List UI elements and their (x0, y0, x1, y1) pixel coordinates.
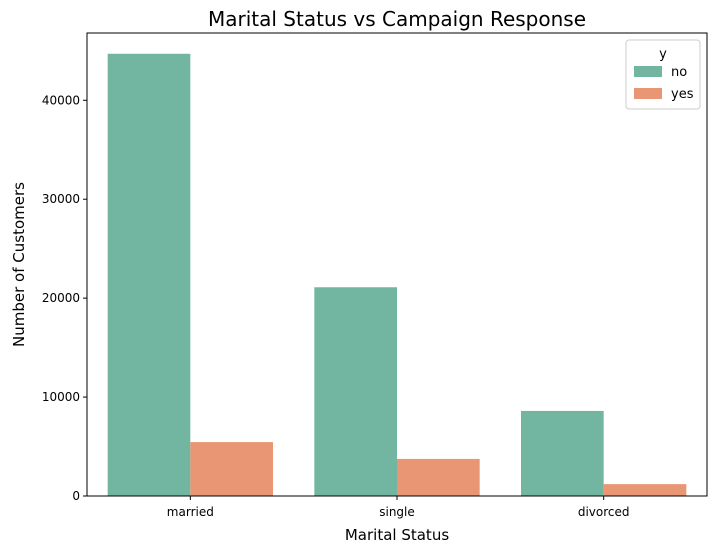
bar-divorced-no (521, 410, 604, 496)
y-tick-label: 20000 (42, 291, 80, 305)
bar-married-no (107, 53, 191, 497)
y-tick-label: 30000 (42, 192, 80, 206)
y-tick-label: 10000 (42, 390, 80, 404)
legend-label-yes: yes (671, 87, 694, 102)
legend-swatch-no (634, 66, 662, 77)
y-tick-label: 40000 (42, 93, 80, 107)
chart-title: Marital Status vs Campaign Response (208, 7, 586, 31)
bar-single-no (314, 287, 397, 496)
bar-married-yes (190, 442, 273, 496)
legend-label-no: no (671, 65, 687, 80)
legend: y no yes (625, 39, 701, 110)
x-tick-label-single: single (379, 505, 415, 519)
x-tick-label-divorced: divorced (578, 505, 630, 519)
x-axis: married single divorced (167, 496, 630, 519)
y-axis: 0 10000 20000 30000 40000 (42, 93, 87, 503)
legend-swatch-yes (634, 88, 662, 99)
y-axis-label: Number of Customers (10, 182, 28, 347)
plot-frame (86, 32, 708, 497)
legend-title: y (659, 47, 667, 62)
bar-divorced-yes (603, 484, 687, 496)
bar-single-yes (397, 458, 480, 496)
x-axis-label: Marital Status (345, 526, 449, 544)
x-tick-label-married: married (167, 505, 214, 519)
bars-group (107, 53, 687, 497)
y-tick-label: 0 (72, 489, 80, 503)
